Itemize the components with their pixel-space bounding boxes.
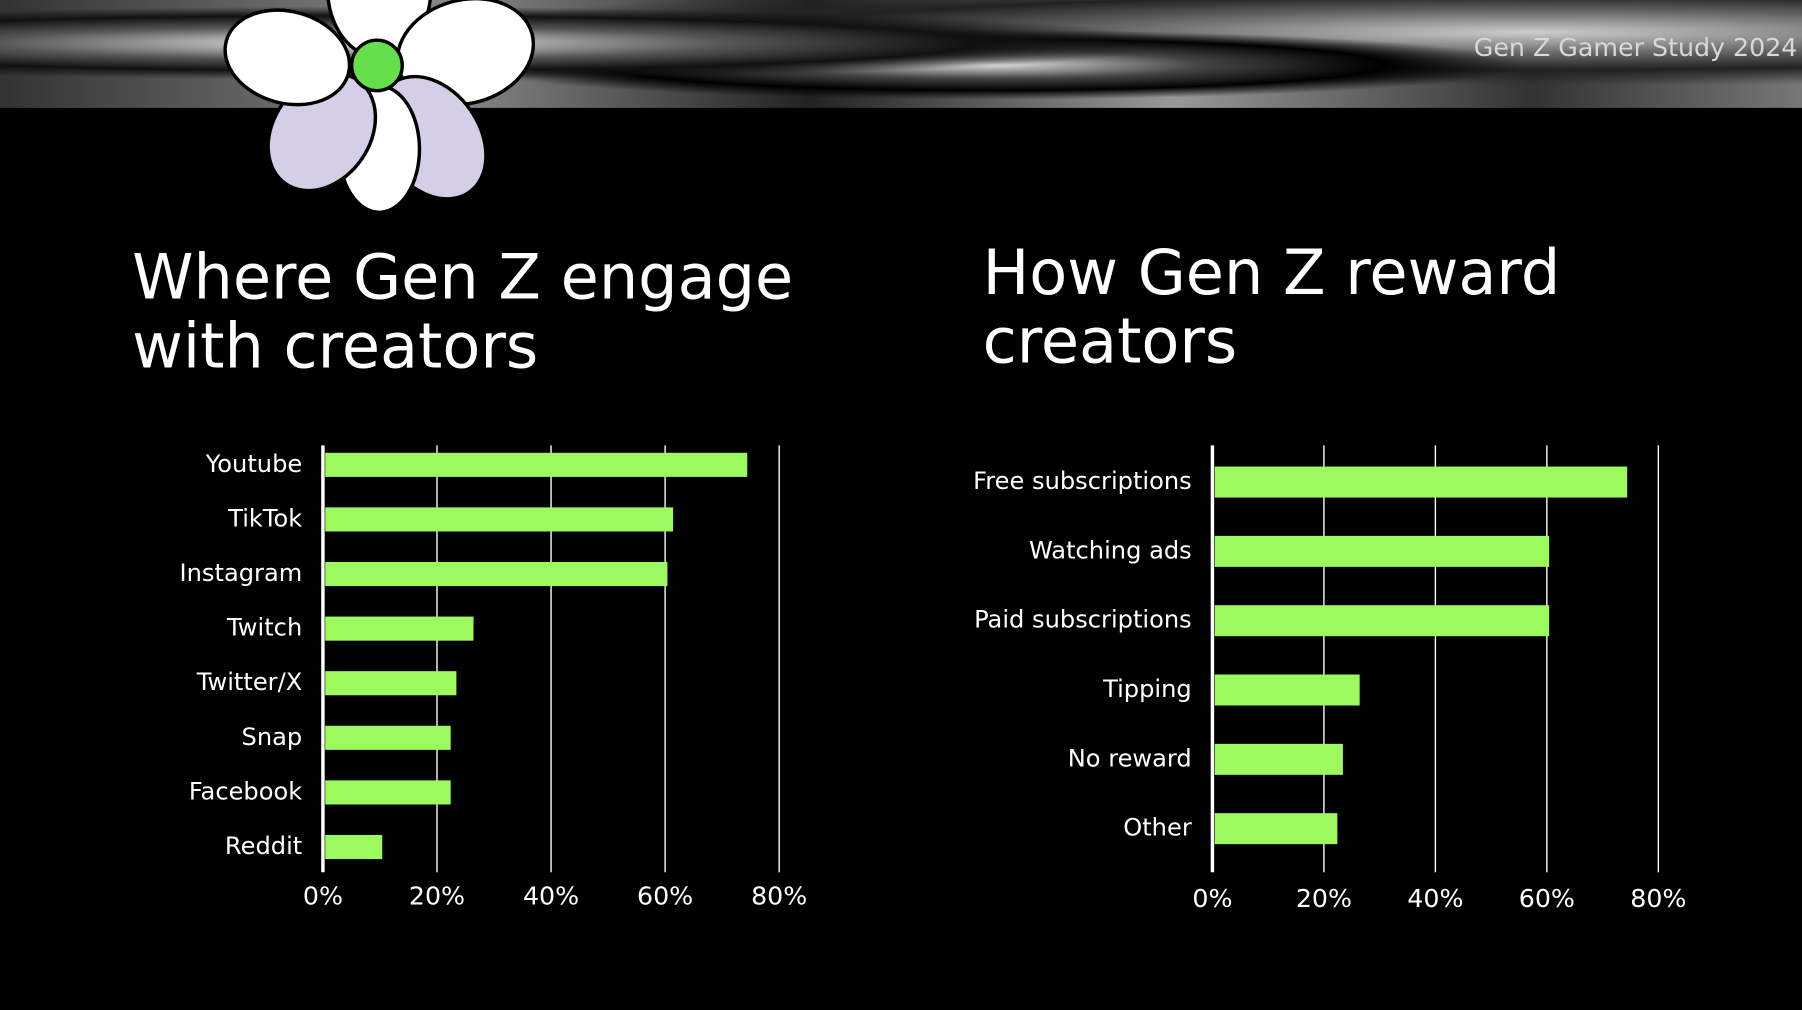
bar bbox=[1214, 466, 1628, 498]
y-tick-label: Watching ads bbox=[1029, 536, 1192, 564]
x-tick-label: 40% bbox=[523, 882, 579, 911]
x-tick-label: 0% bbox=[1192, 884, 1232, 913]
y-tick-label: Twitter/X bbox=[196, 668, 303, 696]
chart-title: Where Gen Z engage with creators bbox=[132, 241, 794, 383]
y-tick-label: Snap bbox=[242, 723, 303, 751]
y-tick-label: Other bbox=[1123, 814, 1192, 842]
bar bbox=[325, 834, 383, 860]
y-tick-label: No reward bbox=[1068, 744, 1192, 772]
bar bbox=[1214, 605, 1550, 637]
y-tick-label: Youtube bbox=[205, 450, 303, 478]
flower bbox=[223, 0, 536, 215]
bar bbox=[325, 725, 451, 750]
bar bbox=[1214, 743, 1343, 775]
x-tick-label: 20% bbox=[409, 882, 465, 911]
y-tick-label: Paid subscriptions bbox=[974, 606, 1192, 634]
x-tick-label: 0% bbox=[303, 882, 343, 911]
bar bbox=[325, 671, 457, 696]
x-tick-label: 60% bbox=[1519, 884, 1575, 913]
x-tick-label: 60% bbox=[637, 882, 693, 911]
bar bbox=[1214, 674, 1360, 706]
y-tick-label: TikTok bbox=[227, 504, 302, 532]
bar bbox=[325, 780, 451, 805]
header-title: Gen Z Gamer Study 2024 bbox=[1473, 34, 1798, 64]
x-tick-label: 80% bbox=[751, 882, 807, 911]
chart-title: How Gen Z reward creators bbox=[982, 236, 1561, 378]
x-tick-label: 20% bbox=[1296, 884, 1352, 913]
y-tick-label: Free subscriptions bbox=[973, 467, 1192, 495]
y-tick-label: Tipping bbox=[1102, 675, 1192, 703]
x-tick-label: 80% bbox=[1630, 884, 1686, 913]
bar bbox=[325, 561, 668, 587]
bar bbox=[1214, 535, 1550, 567]
bar bbox=[325, 452, 748, 477]
bar bbox=[1214, 813, 1338, 845]
y-tick-label: Reddit bbox=[225, 832, 302, 860]
bar bbox=[325, 616, 474, 641]
x-tick-label: 40% bbox=[1407, 884, 1463, 913]
y-tick-label: Twitch bbox=[226, 614, 302, 642]
bar bbox=[325, 507, 674, 532]
y-tick-label: Facebook bbox=[189, 777, 302, 805]
y-tick-label: Instagram bbox=[180, 559, 303, 587]
